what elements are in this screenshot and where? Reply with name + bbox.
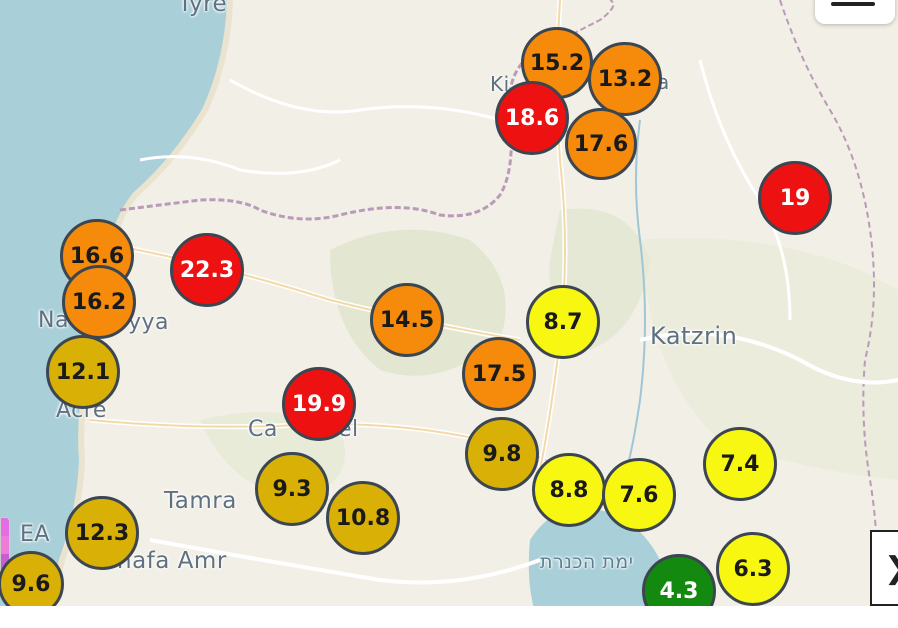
pm-marker[interactable]: 9.3 (255, 452, 329, 526)
place-label-nahariyya-tail: yya (128, 310, 170, 335)
pm-marker[interactable]: 7.6 (602, 458, 676, 532)
place-label-haifa: EA (20, 522, 50, 547)
chevron-right-icon: ❯ (884, 551, 898, 586)
pm-marker[interactable]: 6.3 (716, 532, 790, 606)
bottom-bar (0, 606, 898, 628)
place-label-tamra: Tamra (164, 488, 237, 514)
menu-icon (831, 2, 875, 6)
place-label-shafa-amr: hafa Amr (117, 548, 227, 574)
pm-marker[interactable]: 13.2 (588, 42, 662, 116)
pm-marker[interactable]: 22.3 (170, 233, 244, 307)
pm-marker[interactable]: 19.9 (282, 367, 356, 441)
pm-marker[interactable]: 12.3 (65, 496, 139, 570)
pm-marker[interactable]: 19 (758, 161, 832, 235)
place-label-tyre: Tyre (178, 0, 228, 17)
place-label-katzrin: Katzrin (650, 322, 738, 350)
pm-marker[interactable]: 8.7 (526, 285, 600, 359)
side-panel-toggle-button[interactable]: ❯ (870, 530, 898, 606)
pm-marker[interactable]: 10.8 (326, 481, 400, 555)
pm-marker[interactable]: 8.8 (532, 453, 606, 527)
pm-marker[interactable]: 7.4 (703, 427, 777, 501)
place-label-kiryat-shmona: Ki (490, 72, 510, 96)
pm-marker[interactable]: 14.5 (370, 283, 444, 357)
pm-marker[interactable]: 12.1 (46, 335, 120, 409)
pm-marker[interactable]: 17.5 (462, 337, 536, 411)
menu-button[interactable] (815, 0, 895, 24)
pm-marker[interactable]: 9.8 (465, 417, 539, 491)
place-label-carmiel: Ca (248, 417, 278, 442)
pm-marker[interactable]: 17.6 (565, 108, 637, 180)
pm-marker[interactable]: 16.2 (62, 265, 136, 339)
pm-marker[interactable]: 18.6 (495, 81, 569, 155)
place-label-sea-of-galilee: ימת הכנרת (540, 551, 634, 573)
